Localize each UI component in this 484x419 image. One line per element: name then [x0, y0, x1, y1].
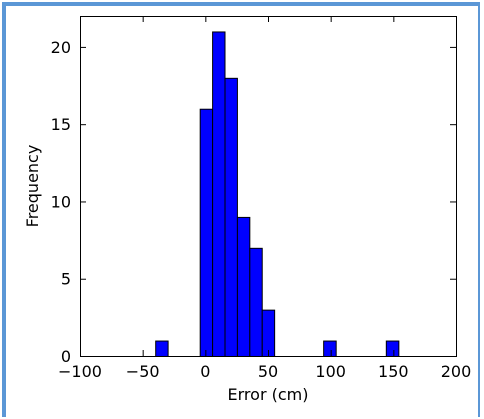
histogram-bar-3 [224, 77, 238, 358]
y-tick-label: 15 [51, 115, 71, 134]
histogram-bar-0 [155, 340, 169, 357]
ticks-group: −100 −50 0 50 100 150 200 0 5 10 15 20 [51, 16, 472, 381]
x-tick-label: 100 [315, 362, 346, 381]
plot-area-frame [80, 16, 457, 357]
x-tick-label: 200 [441, 362, 472, 381]
x-tick-label: 50 [258, 362, 278, 381]
y-tick-label: 20 [51, 38, 71, 57]
y-axis-label: Frequency [23, 145, 42, 228]
histogram-bar-5 [249, 247, 263, 357]
x-axis-label: Error (cm) [228, 385, 309, 404]
x-tick-label: 0 [200, 362, 210, 381]
y-tick-label: 5 [61, 270, 71, 289]
x-tick-label: −50 [126, 362, 160, 381]
y-tick-label: 10 [51, 192, 71, 211]
histogram-bar-1 [199, 108, 214, 357]
histogram-bar-7 [323, 340, 337, 357]
histogram-bar-8 [385, 340, 400, 357]
x-tick-label: 150 [378, 362, 409, 381]
bars-group [155, 31, 400, 358]
histogram-bar-6 [261, 309, 276, 357]
y-tick-label: 0 [61, 347, 71, 366]
x-tick-label: −100 [58, 362, 102, 381]
histogram-bar-2 [212, 31, 226, 357]
histogram-bar-4 [236, 216, 251, 357]
